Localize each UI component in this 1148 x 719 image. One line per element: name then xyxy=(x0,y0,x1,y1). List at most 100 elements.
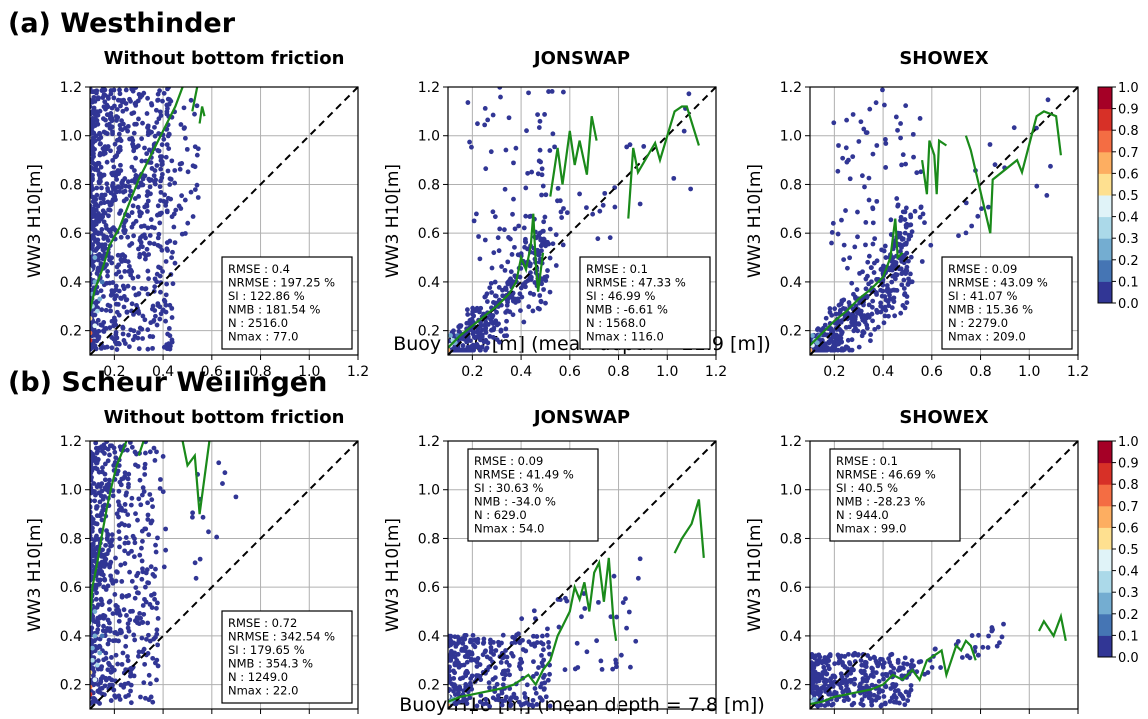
scatter-point xyxy=(908,683,914,688)
scatter-point xyxy=(99,601,105,607)
scatter-point xyxy=(93,535,99,541)
scatter-point xyxy=(120,650,126,656)
scatter-point xyxy=(106,599,112,605)
scatter-point xyxy=(483,696,489,702)
scatter-point xyxy=(149,166,155,171)
scatter-point xyxy=(811,665,816,671)
scatter-point xyxy=(99,279,105,285)
scatter-point xyxy=(541,647,546,653)
scatter-point xyxy=(152,276,158,282)
y-tick-label: 1.2 xyxy=(60,434,82,450)
scatter-point xyxy=(169,158,175,164)
scatter-point xyxy=(540,183,546,189)
scatter-point xyxy=(173,207,179,213)
scatter-point xyxy=(105,617,111,623)
scatter-point xyxy=(129,301,135,307)
scatter-point xyxy=(100,503,106,509)
scatter-point xyxy=(900,152,906,158)
scatter-point xyxy=(132,637,138,643)
scatter-point xyxy=(125,234,131,240)
scatter-point xyxy=(902,230,908,236)
scatter-point xyxy=(111,315,117,321)
scatter-point xyxy=(146,276,151,282)
scatter-point xyxy=(125,680,131,686)
scatter-point xyxy=(93,492,98,498)
scatter-point xyxy=(487,685,492,691)
y-tick-label: 0.4 xyxy=(60,275,82,291)
scatter-point xyxy=(860,676,866,682)
scatter-point xyxy=(479,334,485,340)
stats-line: N : 1568.0 xyxy=(586,316,646,330)
scatter-point xyxy=(493,665,498,671)
scatter-point xyxy=(468,676,474,682)
scatter-point xyxy=(826,340,832,346)
scatter-point xyxy=(819,660,825,666)
scatter-point xyxy=(102,471,108,477)
scatter-point xyxy=(986,204,991,210)
scatter-point xyxy=(869,279,874,285)
scatter-point xyxy=(130,138,136,143)
scatter-point xyxy=(483,294,488,299)
scatter-point xyxy=(138,694,143,700)
scatter-point xyxy=(100,196,106,202)
scatter-point xyxy=(859,333,865,339)
scatter-point xyxy=(856,652,861,657)
scatter-point xyxy=(464,668,470,674)
scatter-point xyxy=(128,670,134,676)
scatter-point xyxy=(122,188,128,194)
scatter-point xyxy=(122,522,128,528)
scatter-point xyxy=(110,580,116,586)
scatter-point xyxy=(138,502,144,508)
scatter-point xyxy=(117,122,123,128)
scatter-point xyxy=(101,200,107,206)
colorbar-tick-label: 1.0 xyxy=(1118,81,1139,96)
scatter-point xyxy=(830,701,836,707)
scatter-point xyxy=(129,444,135,450)
stats-line: SI : 179.65 % xyxy=(228,643,305,657)
scatter-point xyxy=(119,180,125,186)
colorbar-segment xyxy=(1098,281,1112,304)
scatter-point xyxy=(560,89,566,95)
scatter-point xyxy=(903,205,909,211)
scatter-point xyxy=(102,461,108,467)
trend-line xyxy=(181,441,211,515)
scatter-point xyxy=(136,310,142,316)
colorbar-segment xyxy=(1098,549,1112,572)
scatter-point xyxy=(169,255,175,260)
scatter-point xyxy=(855,209,860,215)
scatter-point xyxy=(938,665,943,670)
scatter-point xyxy=(100,547,105,553)
scatter-point xyxy=(125,658,131,664)
scatter-point xyxy=(110,611,116,616)
scatter-point xyxy=(99,664,105,669)
scatter-point xyxy=(574,640,580,646)
scatter-point xyxy=(158,158,164,164)
scatter-point xyxy=(883,684,888,689)
y-tick-label: 0.8 xyxy=(60,531,82,547)
scatter-point xyxy=(849,280,855,286)
scatter-point xyxy=(121,220,127,226)
scatter-point xyxy=(125,621,131,627)
scatter-point xyxy=(164,111,170,117)
scatter-point xyxy=(145,512,151,518)
scatter-point xyxy=(494,681,500,687)
scatter-point xyxy=(164,240,170,246)
scatter-point xyxy=(448,633,454,639)
scatter-point xyxy=(108,233,114,239)
scatter-point xyxy=(127,441,133,445)
scatter-point xyxy=(871,260,877,266)
scatter-point xyxy=(862,184,867,190)
scatter-point xyxy=(553,232,559,238)
scatter-point xyxy=(114,153,120,158)
colorbar-segment xyxy=(1098,195,1112,218)
scatter-point xyxy=(535,112,540,118)
scatter-point xyxy=(107,477,112,483)
scatter-point xyxy=(163,547,169,553)
scatter-point xyxy=(884,283,890,288)
scatter-point xyxy=(94,308,100,314)
trend-line xyxy=(90,441,128,624)
colorbar-segment xyxy=(1098,108,1112,131)
scatter-point xyxy=(810,678,816,684)
scatter-point xyxy=(166,87,172,90)
